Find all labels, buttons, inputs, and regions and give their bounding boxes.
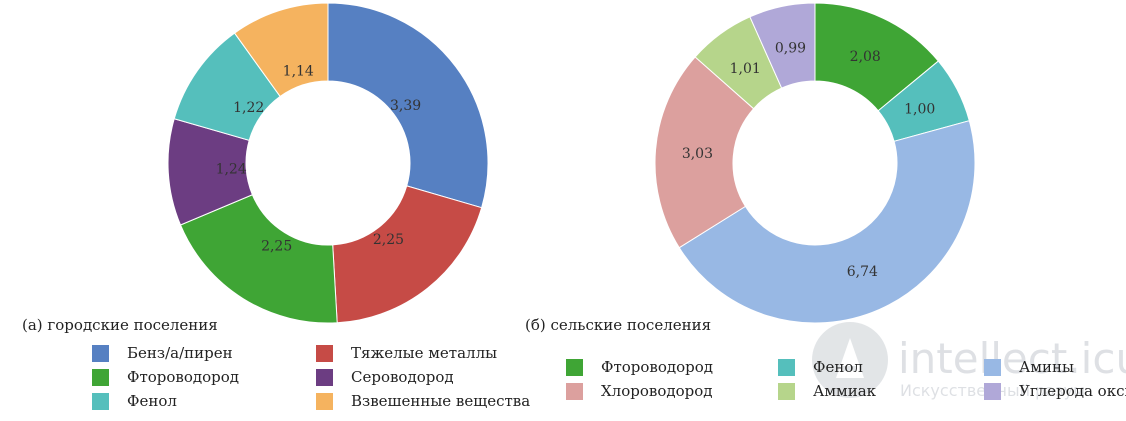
watermark-logo-icon — [812, 322, 888, 398]
legend-label: Фенол — [813, 358, 863, 376]
slice-value-label: 1,24 — [216, 162, 247, 178]
legend-item: Фтороводород — [92, 368, 239, 386]
slice-value-label: 6,74 — [847, 264, 878, 280]
caption-rural: (б) сельские поселения — [525, 316, 712, 334]
legend-label: Бенз/а/пирен — [127, 344, 233, 362]
legend-swatch — [92, 344, 109, 362]
slice-value-label: 2,25 — [261, 238, 292, 254]
legend-item: Бенз/а/пирен — [92, 344, 233, 362]
legend-swatch — [92, 392, 109, 410]
donut-slice — [179, 194, 338, 324]
legend-item: Взвешенные вещества — [316, 392, 530, 410]
legend-label: Амины — [1019, 358, 1074, 376]
legend-swatch — [778, 382, 795, 400]
slice-value-label: 3,39 — [390, 98, 421, 114]
legend-label: Тяжелые металлы — [351, 344, 498, 362]
slice-value-label: 2,25 — [373, 232, 404, 248]
legend-swatch — [778, 358, 795, 376]
slice-value-label: 1,00 — [904, 102, 935, 118]
slice-value-label: 0,99 — [775, 41, 806, 57]
watermark-title: intellect.icu — [898, 334, 1126, 383]
donut-chart-urban: 3,39 2,25 2,25 1,24 1,22 1,14 — [167, 2, 489, 324]
legend-item: Хлороводород — [566, 382, 712, 400]
legend-label: Фтороводород — [601, 358, 714, 376]
slice-value-label: 1,01 — [730, 61, 761, 77]
legend-swatch — [566, 382, 583, 400]
legend-swatch — [92, 368, 109, 386]
legend-item: Фенол — [778, 358, 863, 376]
legend-label: Фтороводород — [127, 368, 240, 386]
legend-swatch — [316, 392, 333, 410]
donut-chart-rural: 0,002,081,006,743,031,010,99 — [654, 2, 976, 324]
watermark: intellect.icu Искусственный разум — [812, 322, 1126, 400]
legend-label: Фенол — [127, 392, 177, 410]
legend-swatch — [984, 358, 1001, 376]
legend-label: Взвешенные вещества — [351, 392, 531, 410]
legend-label: Аммиак — [813, 382, 877, 400]
legend-swatch — [566, 358, 583, 376]
legend-label: Сероводород — [351, 368, 454, 386]
donut-slice — [332, 185, 483, 324]
donut-slice — [749, 2, 816, 89]
donut-slice — [678, 120, 976, 324]
legend-item: Тяжелые металлы — [316, 344, 497, 362]
donut-slice — [233, 2, 329, 98]
legend-label: Хлороводород — [601, 382, 713, 400]
legend-label: Углерода оксид — [1019, 382, 1126, 400]
slice-value-label: 1,22 — [233, 100, 264, 116]
legend-swatch — [316, 344, 333, 362]
legend-item: Фтороводород — [566, 358, 713, 376]
legend-item: Фенол — [92, 392, 177, 410]
slice-value-label: 2,08 — [850, 49, 881, 65]
donut-slice — [654, 56, 755, 249]
legend-item: Углерода оксид — [984, 382, 1126, 400]
caption-urban: (а) городские поселения — [22, 316, 218, 334]
legend-item: Сероводород — [316, 368, 454, 386]
slice-value-label: 3,03 — [682, 146, 713, 162]
legend-swatch — [984, 382, 1001, 400]
legend-swatch — [316, 368, 333, 386]
slice-value-label: 1,14 — [283, 64, 314, 80]
donut-slice — [327, 2, 489, 209]
legend-item: Аммиак — [778, 382, 876, 400]
legend-item: Амины — [984, 358, 1074, 376]
